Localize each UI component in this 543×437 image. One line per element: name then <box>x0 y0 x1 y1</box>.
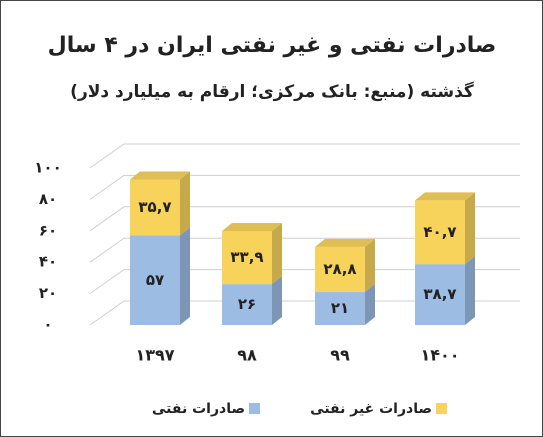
legend-swatch <box>436 403 447 414</box>
bar-top <box>315 238 375 247</box>
chart-subtitle: گذشته (منبع: بانک مرکزی؛ ارقام به میلیار… <box>70 81 474 102</box>
y-tick-label: ۶۰ <box>39 221 57 239</box>
grid-line <box>89 206 520 232</box>
bar-side <box>365 238 375 293</box>
value-label: ۲۶ <box>238 295 256 313</box>
bar-segment <box>315 292 365 325</box>
x-tick-label: ۱۳۹۷ <box>135 346 174 365</box>
bar-segment <box>222 230 272 285</box>
grid-line <box>89 300 520 326</box>
y-tick-label: ۴۰ <box>39 253 57 271</box>
bar-side <box>365 284 375 325</box>
bar-top <box>130 171 190 180</box>
x-tick-label: ۱۴۰۰ <box>420 346 459 365</box>
bar-side <box>272 276 282 325</box>
chart-title: صادرات نفتی و غیر نفتی ایران در ۴ سال <box>48 33 497 58</box>
bar-segment <box>315 246 365 293</box>
value-label: ۲۱ <box>331 299 349 317</box>
bar-top <box>222 222 282 231</box>
bar-side <box>465 256 475 325</box>
y-tick-label: ۸۰ <box>39 190 57 208</box>
y-tick-label: ۲۰ <box>39 284 57 302</box>
y-tick-label: ۱۰۰ <box>34 159 61 177</box>
grid-line <box>89 143 520 169</box>
bar-segment <box>130 235 180 325</box>
value-label: ۳۵,۷ <box>138 198 171 216</box>
bar-side <box>465 192 475 265</box>
bar-segment <box>415 200 465 265</box>
bar-side <box>180 227 190 325</box>
value-label: ۵۷ <box>146 271 164 289</box>
bar-side <box>272 222 282 285</box>
bar-side <box>180 171 190 236</box>
grid-line <box>89 174 520 200</box>
y-tick-label: ۰ <box>43 316 52 334</box>
bar-top <box>415 192 475 201</box>
value-label: ۴۰,۷ <box>423 223 456 241</box>
legend-swatch <box>249 403 260 414</box>
legend-label: صادرات غیر نفتی <box>310 401 432 417</box>
value-label: ۲۸,۸ <box>323 260 356 278</box>
x-tick-label: ۹۹ <box>330 346 350 365</box>
grid-line <box>89 237 520 263</box>
x-tick-label: ۹۸ <box>237 346 257 365</box>
bar-segment <box>222 284 272 325</box>
grid-line <box>89 269 520 295</box>
bar-segment <box>415 264 465 325</box>
legend-label: صادرات نفتی <box>152 401 245 417</box>
bar-segment <box>130 179 180 236</box>
value-label: ۳۳,۹ <box>230 248 263 266</box>
value-label: ۳۸,۷ <box>423 285 456 303</box>
